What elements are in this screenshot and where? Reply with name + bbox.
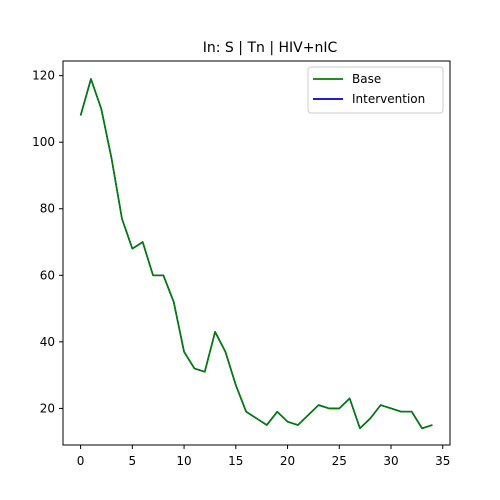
y-tick-label: 60 <box>40 268 55 282</box>
y-axis: 20 40 60 80 100 120 <box>32 69 63 415</box>
x-tick-label: 20 <box>280 454 295 468</box>
x-tick-label: 10 <box>176 454 191 468</box>
chart-title: In: S | Tn | HIV+nIC <box>203 40 338 56</box>
y-tick-label: 100 <box>32 135 55 149</box>
legend: Base Intervention <box>307 66 444 114</box>
x-tick-label: 35 <box>435 454 450 468</box>
y-tick-label: 20 <box>40 401 55 415</box>
x-tick-label: 5 <box>129 454 137 468</box>
x-tick-label: 0 <box>77 454 85 468</box>
x-tick-label: 30 <box>383 454 398 468</box>
y-tick-label: 80 <box>40 202 55 216</box>
legend-label: Intervention <box>352 92 425 106</box>
x-axis: 0 5 10 15 20 25 30 35 <box>77 445 450 468</box>
axes-frame <box>62 60 451 446</box>
plot-area <box>79 78 433 430</box>
legend-label: Base <box>352 72 381 86</box>
series-line-base <box>79 78 433 430</box>
x-tick-label: 15 <box>228 454 243 468</box>
x-tick-label: 25 <box>332 454 347 468</box>
y-tick-label: 120 <box>32 69 55 83</box>
y-tick-label: 40 <box>40 335 55 349</box>
